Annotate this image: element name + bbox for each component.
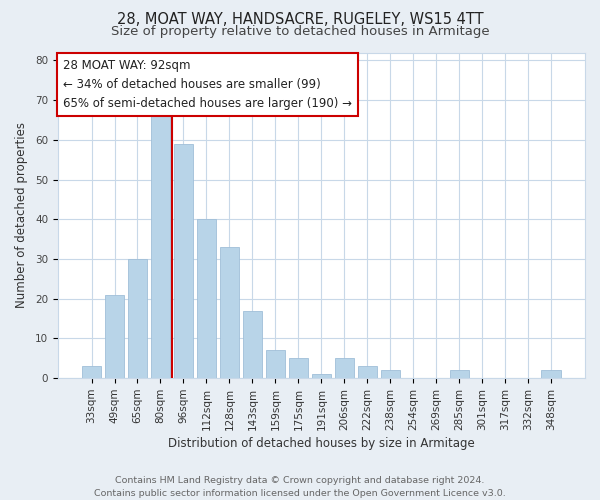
Bar xyxy=(541,370,561,378)
Bar xyxy=(174,144,193,378)
Bar xyxy=(197,220,216,378)
Y-axis label: Number of detached properties: Number of detached properties xyxy=(15,122,28,308)
Text: 28 MOAT WAY: 92sqm
← 34% of detached houses are smaller (99)
65% of semi-detache: 28 MOAT WAY: 92sqm ← 34% of detached hou… xyxy=(63,59,352,110)
Bar xyxy=(449,370,469,378)
Bar xyxy=(380,370,400,378)
Text: 28, MOAT WAY, HANDSACRE, RUGELEY, WS15 4TT: 28, MOAT WAY, HANDSACRE, RUGELEY, WS15 4… xyxy=(116,12,484,28)
Bar xyxy=(358,366,377,378)
Bar xyxy=(335,358,354,378)
Text: Size of property relative to detached houses in Armitage: Size of property relative to detached ho… xyxy=(110,25,490,38)
Bar xyxy=(242,310,262,378)
Bar xyxy=(266,350,285,378)
X-axis label: Distribution of detached houses by size in Armitage: Distribution of detached houses by size … xyxy=(168,437,475,450)
Bar xyxy=(82,366,101,378)
Bar xyxy=(311,374,331,378)
Bar xyxy=(151,116,170,378)
Text: Contains HM Land Registry data © Crown copyright and database right 2024.
Contai: Contains HM Land Registry data © Crown c… xyxy=(94,476,506,498)
Bar xyxy=(128,259,147,378)
Bar xyxy=(220,247,239,378)
Bar xyxy=(289,358,308,378)
Bar xyxy=(105,295,124,378)
